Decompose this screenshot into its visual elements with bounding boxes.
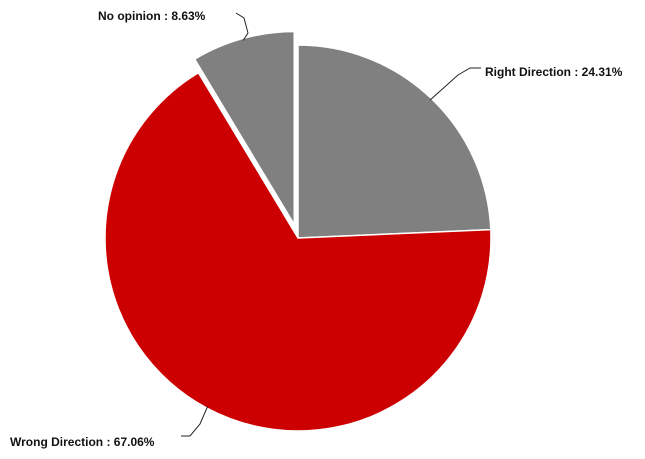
slice-right-direction [297, 44, 492, 239]
leader-right-direction [429, 67, 481, 101]
label-no-opinion: No opinion : 8.63% [98, 9, 206, 23]
leader-wrong-direction [181, 406, 209, 437]
label-wrong-direction: Wrong Direction : 67.06% [10, 435, 155, 449]
leader-no-opinion [235, 12, 249, 41]
slice-no-opinion [193, 30, 296, 228]
leader-lines [181, 12, 481, 437]
pie-slices [104, 30, 492, 432]
slice-labels: Right Direction : 24.31% Wrong Direction… [10, 9, 623, 449]
label-right-direction: Right Direction : 24.31% [485, 65, 623, 79]
